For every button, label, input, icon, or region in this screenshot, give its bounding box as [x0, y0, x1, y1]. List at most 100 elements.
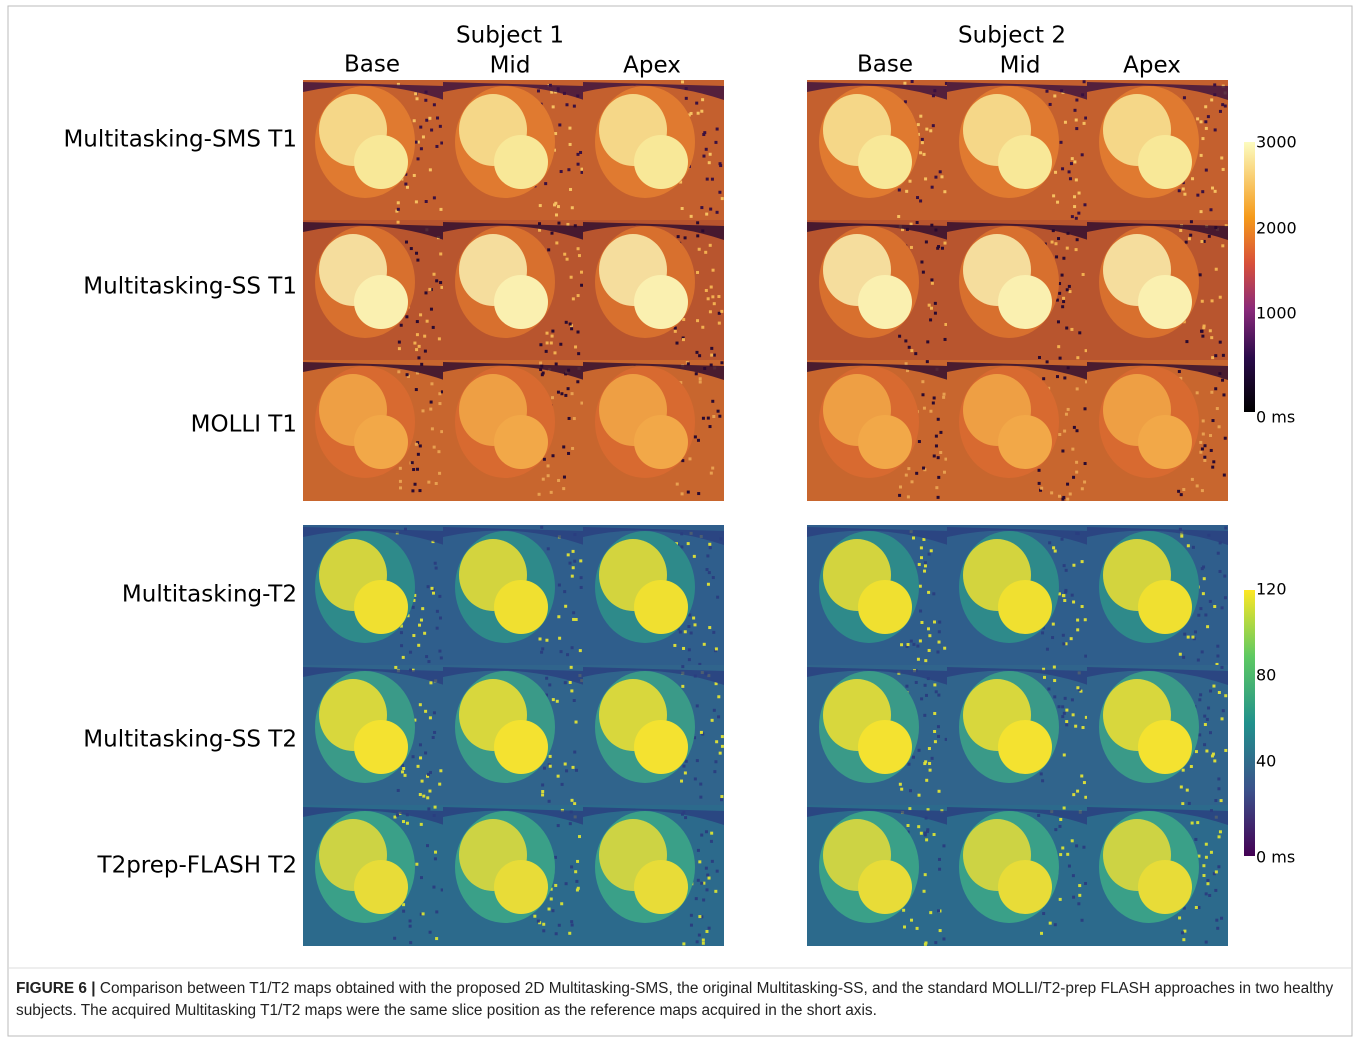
speckle [684, 236, 687, 239]
speckle [1200, 330, 1203, 333]
speckle [720, 798, 723, 801]
lv-cavity [494, 415, 548, 469]
speckle [558, 924, 561, 927]
speckle [419, 444, 422, 447]
speckle [1204, 723, 1207, 726]
speckle [916, 196, 919, 199]
speckle [925, 779, 928, 782]
speckle [1062, 257, 1065, 260]
speckle [569, 562, 572, 565]
speckle [1064, 121, 1067, 124]
speckle [575, 769, 578, 772]
speckle [418, 345, 421, 348]
speckle [688, 658, 691, 661]
speckle [1061, 449, 1064, 452]
speckle [577, 352, 580, 355]
speckle [567, 553, 570, 556]
speckle [564, 762, 567, 765]
speckle [1187, 636, 1190, 639]
speckle [718, 312, 721, 315]
speckle [435, 279, 438, 282]
speckle [1196, 391, 1199, 394]
speckle [696, 234, 699, 237]
speckle [714, 890, 717, 893]
speckle [1052, 194, 1055, 197]
speckle [573, 560, 576, 563]
speckle [1212, 460, 1215, 463]
speckle [411, 461, 414, 464]
speckle [1219, 341, 1222, 344]
speckle [903, 82, 906, 85]
speckle [557, 615, 560, 618]
speckle [920, 556, 923, 559]
speckle [930, 549, 933, 552]
speckle [433, 731, 436, 734]
lv-cavity [634, 415, 688, 469]
colorbar-label: 2000 [1256, 219, 1297, 238]
speckle [1038, 356, 1041, 359]
speckle [707, 297, 710, 300]
speckle [542, 923, 545, 926]
speckle [721, 197, 724, 200]
speckle [575, 880, 578, 883]
speckle [709, 208, 712, 211]
speckle [1202, 419, 1205, 422]
speckle [1191, 822, 1194, 825]
speckle [937, 245, 940, 248]
speckle [400, 631, 403, 634]
speckle [937, 456, 940, 459]
speckle [920, 832, 923, 835]
speckle [713, 354, 716, 357]
speckle [555, 213, 558, 216]
column-header: Apex [1123, 53, 1181, 79]
speckle [714, 141, 717, 144]
speckle [1081, 919, 1084, 922]
speckle [418, 489, 421, 492]
speckle [397, 370, 400, 373]
speckle [573, 802, 576, 805]
speckle [572, 566, 575, 569]
speckle [1219, 296, 1222, 299]
speckle [921, 380, 924, 383]
speckle [1041, 779, 1044, 782]
speckle [1078, 884, 1081, 887]
speckle [711, 400, 714, 403]
speckle [1210, 449, 1213, 452]
speckle [916, 221, 919, 224]
speckle [695, 897, 698, 900]
speckle [922, 467, 925, 470]
speckle [898, 188, 901, 191]
speckle [1052, 546, 1055, 549]
speckle [1218, 691, 1221, 694]
speckle [1065, 720, 1068, 723]
lv-cavity [998, 720, 1052, 774]
speckle [699, 377, 702, 380]
speckle [1083, 122, 1086, 125]
speckle [399, 467, 402, 470]
speckle [1072, 793, 1075, 796]
speckle [908, 346, 911, 349]
speckle [1078, 331, 1081, 334]
speckle [1075, 248, 1078, 251]
speckle [1075, 844, 1078, 847]
speckle [572, 766, 575, 769]
speckle [1204, 120, 1207, 123]
speckle [546, 332, 549, 335]
speckle [419, 743, 422, 746]
speckle [576, 153, 579, 156]
speckle [1059, 357, 1062, 360]
speckle [702, 417, 705, 420]
speckle [1211, 187, 1214, 190]
speckle [1189, 234, 1192, 237]
speckle [924, 177, 927, 180]
speckle [1208, 894, 1211, 897]
speckle [934, 302, 937, 305]
speckle [1077, 212, 1080, 215]
speckle [1207, 706, 1210, 709]
speckle [718, 322, 721, 325]
speckle [427, 660, 430, 663]
speckle [435, 567, 438, 570]
speckle [700, 110, 703, 113]
speckle [438, 783, 441, 786]
speckle [419, 703, 422, 706]
